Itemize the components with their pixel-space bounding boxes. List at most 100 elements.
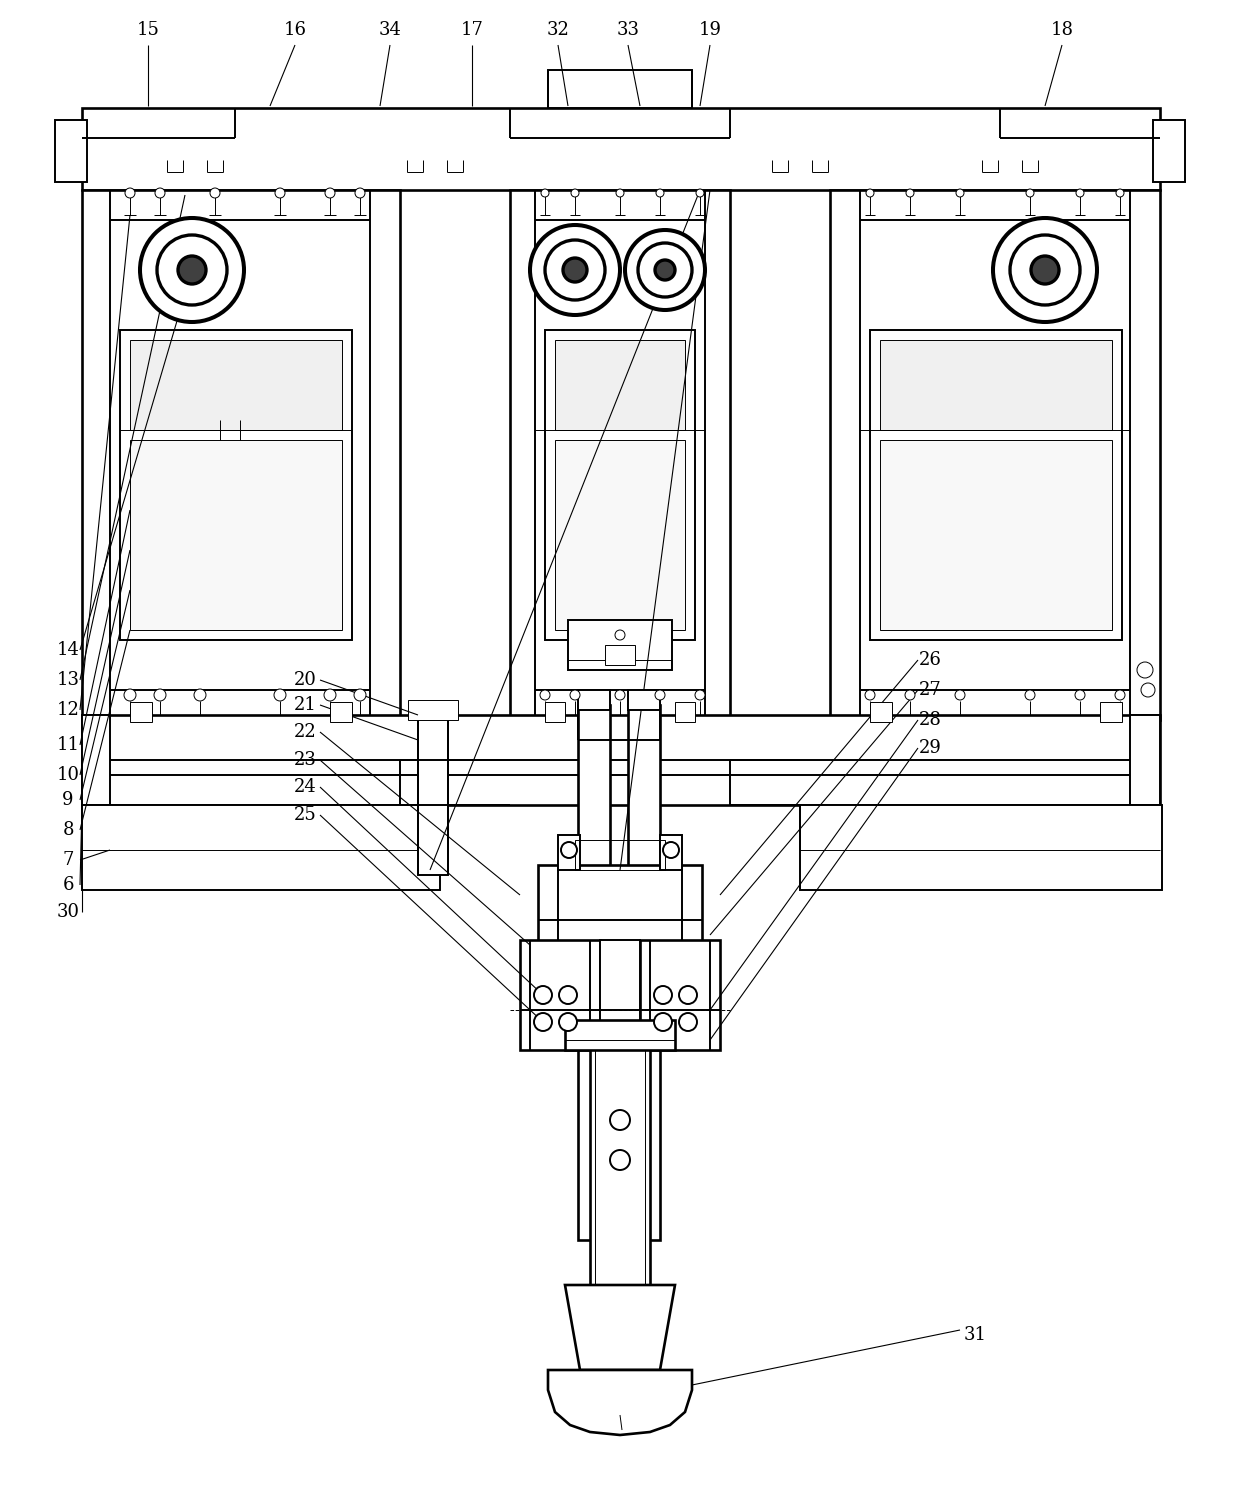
Circle shape (1075, 690, 1085, 700)
Text: 32: 32 (547, 21, 569, 39)
Text: 17: 17 (460, 21, 484, 39)
Circle shape (529, 225, 620, 314)
Circle shape (1025, 189, 1034, 197)
Circle shape (1076, 189, 1084, 197)
Circle shape (154, 688, 166, 700)
Text: 31: 31 (963, 1326, 987, 1344)
Circle shape (1115, 690, 1125, 700)
Bar (130, 340, 342, 431)
Circle shape (655, 690, 665, 700)
Bar (627, 705, 660, 1240)
Circle shape (639, 243, 692, 297)
Bar (82, 715, 1159, 805)
Text: 23: 23 (294, 751, 316, 769)
Circle shape (955, 690, 965, 700)
Circle shape (324, 688, 336, 700)
Circle shape (157, 235, 227, 305)
Circle shape (559, 1013, 577, 1031)
Text: 20: 20 (294, 670, 316, 688)
Circle shape (653, 986, 672, 1004)
Circle shape (1025, 690, 1035, 700)
Bar (1100, 702, 1122, 723)
Bar (870, 702, 892, 723)
Text: 16: 16 (284, 21, 306, 39)
Bar (575, 840, 665, 870)
Text: 24: 24 (294, 778, 316, 796)
Circle shape (563, 258, 587, 282)
Bar (558, 834, 580, 870)
Circle shape (560, 842, 577, 858)
Bar (568, 620, 672, 670)
Bar (880, 340, 1112, 431)
Text: 22: 22 (294, 723, 316, 741)
Bar (1153, 121, 1185, 182)
Circle shape (625, 229, 706, 310)
Text: 21: 21 (294, 696, 316, 714)
Circle shape (275, 188, 285, 198)
Circle shape (534, 986, 552, 1004)
Circle shape (210, 188, 219, 198)
Circle shape (696, 189, 704, 197)
Circle shape (140, 218, 244, 322)
Circle shape (653, 1013, 672, 1031)
Bar (130, 440, 342, 630)
Bar (675, 702, 694, 723)
Circle shape (866, 189, 874, 197)
Text: 28: 28 (919, 711, 941, 729)
Circle shape (956, 189, 963, 197)
Text: 11: 11 (57, 736, 79, 754)
Circle shape (353, 688, 366, 700)
Bar (82, 805, 440, 890)
Circle shape (610, 1110, 630, 1129)
Circle shape (663, 842, 680, 858)
Text: 7: 7 (62, 851, 73, 869)
Circle shape (1137, 662, 1153, 678)
Circle shape (866, 690, 875, 700)
Text: 9: 9 (62, 791, 73, 809)
Text: 6: 6 (62, 876, 73, 894)
Text: 8: 8 (62, 821, 73, 839)
Circle shape (905, 690, 915, 700)
Bar (546, 702, 565, 723)
Circle shape (125, 188, 135, 198)
Circle shape (546, 240, 605, 299)
Text: 19: 19 (698, 21, 722, 39)
Polygon shape (565, 1284, 675, 1369)
Bar (556, 440, 684, 630)
Bar (82, 191, 401, 720)
Circle shape (355, 188, 365, 198)
Circle shape (559, 986, 577, 1004)
Bar (520, 940, 600, 1050)
Bar (82, 715, 110, 805)
Bar (538, 866, 702, 951)
Bar (880, 440, 1112, 630)
Bar (578, 705, 610, 1240)
Circle shape (1030, 256, 1059, 285)
Text: 12: 12 (57, 700, 79, 720)
Circle shape (539, 690, 551, 700)
Bar (418, 711, 448, 875)
Circle shape (1141, 682, 1154, 697)
Bar (1130, 715, 1159, 805)
Circle shape (124, 688, 136, 700)
Circle shape (193, 688, 206, 700)
Circle shape (610, 1150, 630, 1170)
Circle shape (325, 188, 335, 198)
Circle shape (615, 690, 625, 700)
Bar (330, 702, 352, 723)
Bar (510, 191, 730, 720)
Text: 13: 13 (57, 670, 79, 688)
Text: 15: 15 (136, 21, 160, 39)
Bar (546, 329, 694, 641)
Circle shape (570, 690, 580, 700)
Text: 29: 29 (919, 739, 941, 757)
Circle shape (1116, 189, 1123, 197)
Text: 18: 18 (1050, 21, 1074, 39)
Text: 30: 30 (57, 903, 79, 921)
Text: 10: 10 (57, 766, 79, 784)
Bar (640, 940, 720, 1050)
Circle shape (274, 688, 286, 700)
Circle shape (615, 630, 625, 641)
Bar (556, 340, 684, 431)
Bar (600, 940, 640, 1059)
